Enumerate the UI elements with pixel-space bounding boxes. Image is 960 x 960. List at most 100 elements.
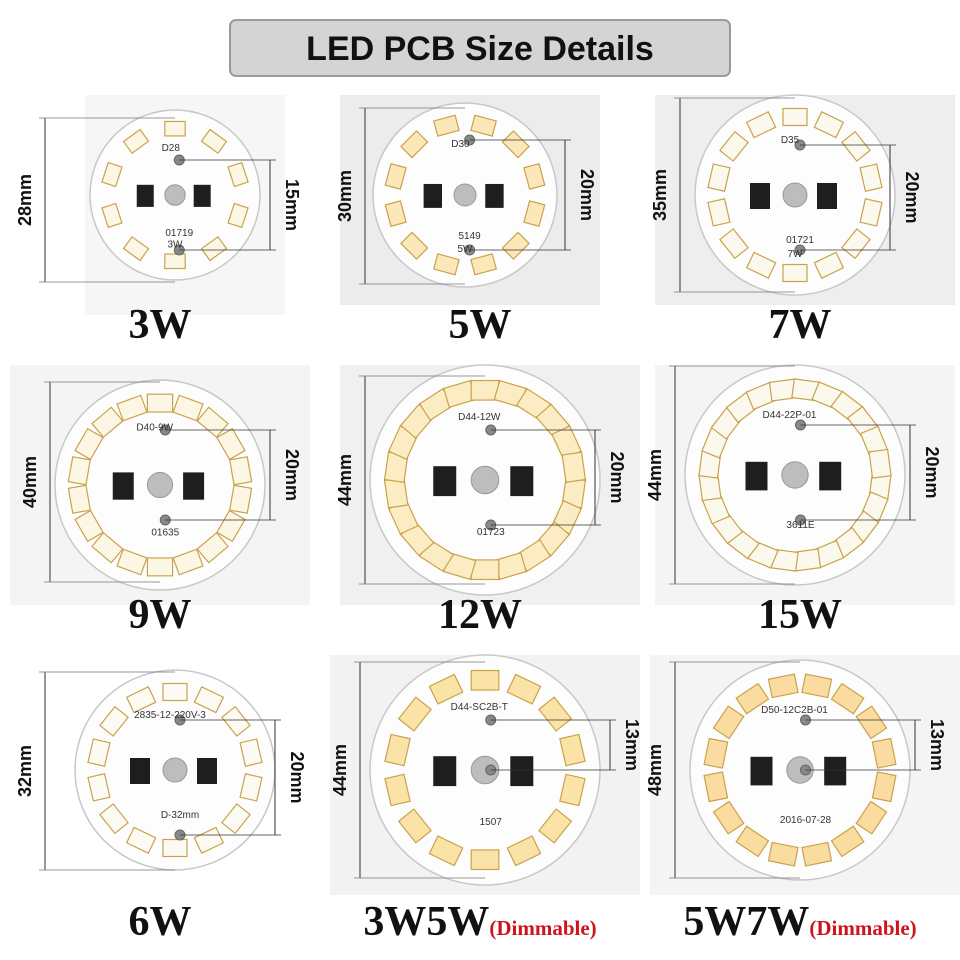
silkscreen-label: D44-22P-01 [763, 410, 817, 421]
pcb-panel: D44-SC2B-T 1507 44mm 13mm 3W5W(Dimmable) [330, 654, 642, 945]
led-chip [172, 548, 204, 576]
driver-ic [510, 756, 534, 787]
led-chip [164, 253, 186, 270]
led-chip [801, 673, 833, 699]
led-chip [116, 394, 148, 422]
led-chip [428, 673, 464, 705]
spacing-label: 20mm [902, 171, 922, 223]
silkscreen-label: 7W [788, 249, 804, 260]
pcb-panel: D44-12W 01723 44mm 20mm 12W [335, 364, 640, 638]
silkscreen-label: 01719 [165, 228, 193, 239]
driver-ic [197, 758, 217, 784]
led-chip [735, 825, 770, 858]
led-chip [523, 163, 546, 190]
driver-ic [433, 466, 457, 497]
led-chip [116, 548, 148, 576]
led-chip [428, 835, 464, 867]
led-chip [561, 451, 587, 483]
led-chip [221, 705, 251, 737]
led-chip [767, 841, 799, 867]
led-chip [162, 838, 188, 858]
silkscreen-label: 01721 [786, 235, 814, 246]
led-chip [855, 800, 888, 835]
led-chip [196, 531, 229, 564]
led-chip [745, 111, 777, 139]
led-chip [841, 130, 871, 162]
center-hole [782, 182, 808, 208]
diameter-label: 40mm [20, 456, 40, 508]
led-chip [501, 130, 530, 159]
wattage: 7W [769, 302, 832, 348]
driver-ic [485, 183, 504, 208]
wattage-caption: 7W [769, 302, 832, 348]
led-chip [146, 557, 174, 577]
led-chip [470, 114, 497, 137]
silkscreen-label: 5W [458, 244, 474, 255]
led-chip [239, 738, 263, 767]
led-chip [859, 198, 883, 227]
spacing-label: 20mm [287, 751, 307, 803]
led-chip [801, 841, 833, 867]
dimmable-note: (Dimmable) [809, 916, 916, 940]
led-chip [99, 705, 129, 737]
led-chip [384, 773, 411, 807]
diameter-label: 35mm [650, 169, 670, 221]
wattage-caption: 12W [438, 592, 522, 638]
led-chip [125, 826, 157, 854]
led-chip [146, 393, 174, 413]
led-chip [239, 773, 263, 802]
led-chip [830, 825, 865, 858]
led-chip [871, 771, 897, 803]
wattage-caption: 3W5W(Dimmable) [363, 899, 596, 945]
center-hole [164, 184, 186, 206]
led-chip [712, 705, 745, 740]
led-chip [745, 251, 777, 279]
wattage: 15W [758, 592, 842, 638]
spacing-label: 13mm [927, 719, 947, 771]
wattage-caption: 5W7W(Dimmable) [683, 899, 916, 945]
led-chip [703, 771, 729, 803]
silkscreen-label: 3611E [786, 520, 815, 531]
led-chip [712, 800, 745, 835]
led-chip [538, 808, 573, 844]
silkscreen-label: D40-9W [136, 422, 173, 433]
spacing-label: 20mm [577, 169, 597, 221]
led-chip [470, 669, 500, 691]
led-chip [87, 738, 111, 767]
led-chip [397, 808, 432, 844]
led-chip [433, 114, 460, 137]
led-chip [221, 803, 251, 835]
wattage: 12W [438, 592, 522, 638]
led-chip [859, 163, 883, 192]
led-chip [735, 682, 770, 715]
led-chip [841, 228, 871, 260]
wattage-caption: 3W [129, 302, 192, 348]
wattage: 6W [129, 899, 192, 945]
led-chip [91, 531, 124, 564]
silkscreen-label: 01723 [477, 527, 505, 538]
led-chip [719, 228, 749, 260]
led-chip [384, 200, 407, 227]
led-chip [719, 130, 749, 162]
driver-ic [750, 756, 773, 786]
diameter-label: 44mm [330, 744, 350, 796]
silkscreen-label: 2835-12-220V-3 [134, 710, 206, 721]
spacing-label: 15mm [282, 179, 302, 231]
driver-ic [183, 472, 205, 500]
pcb-panel: D40-9W 01635 40mm 20mm 9W [10, 365, 310, 638]
wattage-caption: 9W [129, 592, 192, 638]
wattage: 5W [449, 302, 512, 348]
led-chip [523, 200, 546, 227]
wattage-caption: 6W [129, 899, 192, 945]
spacing-label: 13mm [622, 719, 642, 771]
led-chip [559, 733, 586, 767]
led-chip [767, 673, 799, 699]
spacing-label: 20mm [607, 451, 627, 503]
led-chip [227, 161, 249, 188]
led-chip [384, 163, 407, 190]
led-chip [501, 231, 530, 260]
led-chip [559, 773, 586, 807]
led-chip [871, 737, 897, 769]
led-chip [397, 696, 432, 732]
pcb-panel: D35 01721 7W 35mm 20mm 7W [650, 94, 955, 348]
